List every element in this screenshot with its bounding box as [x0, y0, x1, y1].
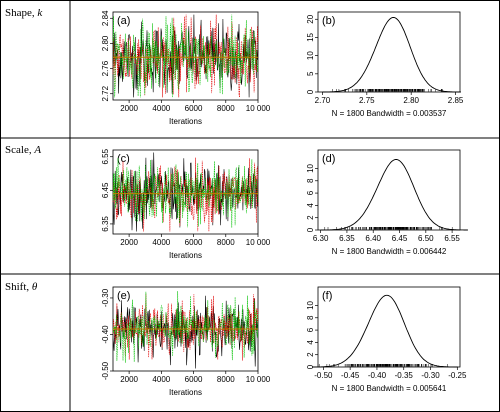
x-tick-label: 6.40	[365, 234, 381, 243]
row-label-scale: Scale, A	[5, 144, 41, 156]
row-label-shape: Shape, k	[5, 7, 43, 19]
panel-label: (b)	[322, 15, 335, 27]
chart-panel-6: -0.50 -0.45 -0.40 -0.35 -0.30 -0.25 0 2 4 6 8 10 N =…	[306, 286, 467, 393]
y-tick-label: -0.30	[101, 288, 110, 307]
x-tick-label: 2.85	[448, 96, 464, 105]
x-axis-label: Iterations	[169, 117, 202, 126]
y-tick-label: 2.80	[101, 35, 110, 51]
chain-2-trace	[112, 14, 259, 98]
chain-2-trace	[112, 293, 259, 361]
y-tick-label: 10	[306, 300, 315, 309]
y-tick-label: 10	[306, 163, 315, 172]
y-tick-label: 0	[306, 364, 315, 369]
y-tick-label: 6.35	[101, 216, 110, 232]
y-tick-label: 6.55	[101, 148, 110, 164]
chart-panel-1: 2000 4000 6000 8000 10 000 2.72 2.76 2.80 2.84 It…	[101, 10, 271, 126]
y-tick-label: 6	[306, 327, 315, 332]
x-axis-label: Iterations	[169, 388, 202, 397]
charts-layer: 2000 4000 6000 8000 10 0002.722.762.802.84It…	[101, 10, 468, 397]
y-tick-label: 4	[306, 340, 315, 345]
density-curve	[312, 294, 458, 368]
x-tick-label: 6.30	[313, 234, 329, 243]
chain-3-trace	[112, 291, 259, 363]
x-tick-label: 6.45	[392, 234, 408, 243]
x-tick-label: 8000	[217, 375, 235, 384]
x-tick-label: 2.80	[403, 96, 419, 105]
x-tick-label: -0.50	[314, 371, 333, 380]
x-tick-label: 4000	[152, 375, 170, 384]
x-tick-label: 10 000	[246, 104, 271, 113]
panel-label: (c)	[117, 153, 130, 165]
panel-label: (f)	[322, 290, 332, 302]
x-tick-label: 2000	[120, 375, 138, 384]
panel-label: (e)	[117, 290, 130, 302]
y-tick-label: 15	[306, 32, 315, 41]
y-tick-label: 2.84	[101, 10, 110, 26]
x-tick-label: 10 000	[246, 375, 271, 384]
x-tick-label: 4000	[152, 104, 170, 113]
chain-3-trace	[112, 157, 259, 228]
x-axis-label: N = 1800 Bandwidth = 0.005641	[332, 384, 447, 393]
x-axis-label: N = 1800 Bandwidth = 0.003537	[332, 109, 447, 118]
x-tick-label: 8000	[217, 238, 235, 247]
y-tick-label: 20	[306, 14, 315, 23]
x-tick-label: -0.35	[395, 371, 414, 380]
x-tick-label: 6000	[185, 238, 203, 247]
y-tick-label: 6.45	[101, 182, 110, 198]
y-tick-label: 0	[306, 227, 315, 232]
x-axis-label: Iterations	[169, 251, 202, 260]
x-tick-label: 6000	[185, 375, 203, 384]
x-tick-label: 6000	[185, 104, 203, 113]
chart-panel-3: 2000 4000 6000 8000 10 000 6.35 6.45 6.55 Iterat…	[101, 148, 271, 260]
density-curve	[322, 17, 461, 93]
y-tick-label: 4	[306, 203, 315, 208]
y-tick-label: 6	[306, 190, 315, 195]
y-tick-label: 8	[306, 315, 315, 320]
x-tick-label: 10 000	[246, 238, 271, 247]
x-tick-label: 6.35	[339, 234, 355, 243]
x-tick-label: 6.55	[444, 234, 460, 243]
x-tick-label: 6.50	[418, 234, 434, 243]
rug-marks	[318, 364, 448, 367]
y-tick-label: 5	[306, 71, 315, 76]
chart-panel-5: 2000 4000 6000 8000 10 000 -0.50 -0.40 -0.30 Ite…	[101, 286, 271, 397]
x-tick-label: 8000	[217, 104, 235, 113]
panel-label: (a)	[117, 15, 130, 27]
y-tick-label: 2	[306, 215, 315, 220]
plot-frame	[317, 286, 461, 368]
y-tick-label: 2.76	[101, 60, 110, 76]
density-curve	[320, 159, 468, 231]
y-tick-label: -0.40	[101, 325, 110, 344]
x-tick-label: -0.25	[448, 371, 467, 380]
x-tick-label: -0.40	[368, 371, 387, 380]
x-tick-label: 2.70	[315, 96, 331, 105]
chart-panel-2: 2.70 2.75 2.80 2.85 0 5 10 15 20 N = 1800 Bandwid…	[306, 11, 464, 118]
y-tick-label: 8	[306, 178, 315, 183]
y-tick-label: 10	[306, 51, 315, 60]
chart-panel-4: 6.30 6.35 6.40 6.45 6.50 6.55 0 2 4 6 8 10 N = 1800 …	[306, 149, 468, 256]
x-tick-label: 2000	[120, 104, 138, 113]
rug-marks	[332, 89, 443, 92]
chain-3-trace	[112, 14, 259, 98]
x-axis-label: N = 1800 Bandwidth = 0.006442	[332, 247, 447, 256]
plot-frame	[317, 11, 461, 93]
row-label-shift: Shift, θ	[5, 281, 38, 293]
x-tick-label: 2000	[120, 238, 138, 247]
panel-label: (d)	[322, 153, 335, 165]
x-tick-label: -0.30	[421, 371, 440, 380]
x-tick-label: 2.75	[359, 96, 375, 105]
rug-marks	[324, 227, 453, 230]
y-tick-label: 0	[306, 89, 315, 94]
plot-frame	[317, 149, 461, 231]
y-tick-label: -0.50	[101, 361, 110, 380]
x-tick-label: 4000	[152, 238, 170, 247]
y-tick-label: 2	[306, 352, 315, 357]
x-tick-label: -0.45	[341, 371, 360, 380]
y-tick-label: 2.72	[101, 85, 110, 101]
